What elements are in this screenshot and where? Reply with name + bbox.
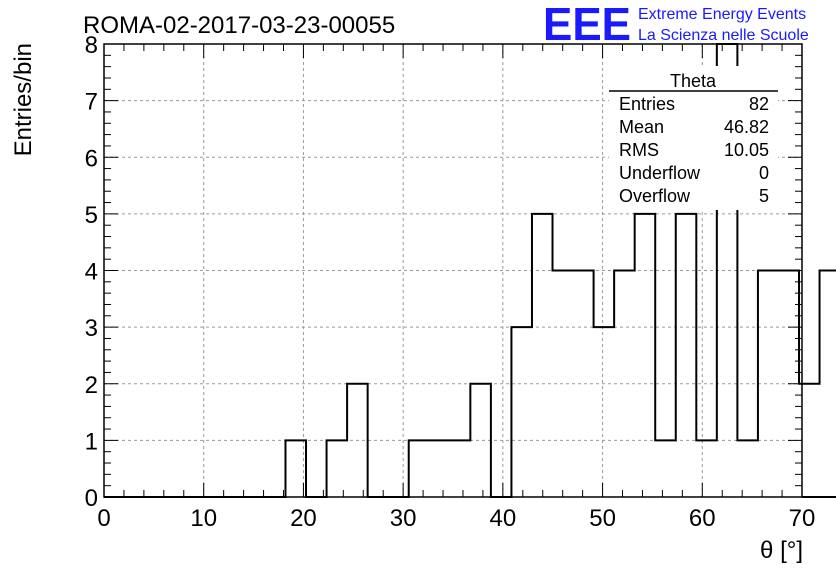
logo-text: EEE	[543, 0, 631, 50]
x-tick-label: 20	[290, 505, 317, 532]
y-tick-label: 2	[85, 372, 98, 399]
x-tick-label: 60	[689, 505, 716, 532]
x-axis-label: θ [°]	[760, 537, 803, 564]
y-tick-label: 7	[85, 89, 98, 116]
histogram-series	[104, 43, 836, 498]
stats-value: 46.82	[724, 117, 769, 137]
y-tick-label: 6	[85, 145, 98, 172]
y-axis-label: Entries/bin	[10, 43, 37, 156]
grid-lines	[104, 44, 802, 497]
stats-box: Theta Entries 82 Mean 46.82 RMS 10.05 Underflo…	[609, 66, 778, 210]
x-tick-label: 50	[589, 505, 616, 532]
y-tick-label: 3	[85, 315, 98, 342]
stats-label: Overflow	[619, 186, 691, 206]
stats-rows: Entries 82 Mean 46.82 RMS 10.05 Underflow 0 Over…	[619, 94, 769, 206]
stats-label: Mean	[619, 117, 664, 137]
y-tick-label: 1	[85, 428, 98, 455]
y-tick-label: 8	[85, 32, 98, 59]
stats-box-bg	[609, 66, 778, 210]
stats-value: 82	[749, 94, 769, 114]
y-tick-label: 4	[85, 259, 98, 286]
stats-label: RMS	[619, 140, 659, 160]
y-tick-label: 0	[85, 485, 98, 512]
stats-value: 10.05	[724, 140, 769, 160]
x-tick-label: 70	[789, 505, 816, 532]
stats-value: 0	[759, 163, 769, 183]
stats-label: Entries	[619, 94, 675, 114]
x-tick-label: 40	[490, 505, 517, 532]
logo-line1: Extreme Energy Events	[638, 6, 806, 23]
x-tick-label: 0	[97, 505, 110, 532]
chart-title: ROMA-02-2017-03-23-00055	[83, 12, 395, 39]
x-tick-label: 30	[390, 505, 417, 532]
x-tick-label: 10	[190, 505, 217, 532]
plot-frame	[103, 43, 803, 498]
stats-title: Theta	[670, 71, 717, 91]
stats-label: Underflow	[619, 163, 701, 183]
logo-line2: La Scienza nelle Scuole	[638, 27, 809, 44]
eee-logo: EEE Extreme Energy Events La Scienza nel…	[543, 0, 809, 50]
y-tick-label: 5	[85, 202, 98, 229]
stats-value: 5	[759, 186, 769, 206]
